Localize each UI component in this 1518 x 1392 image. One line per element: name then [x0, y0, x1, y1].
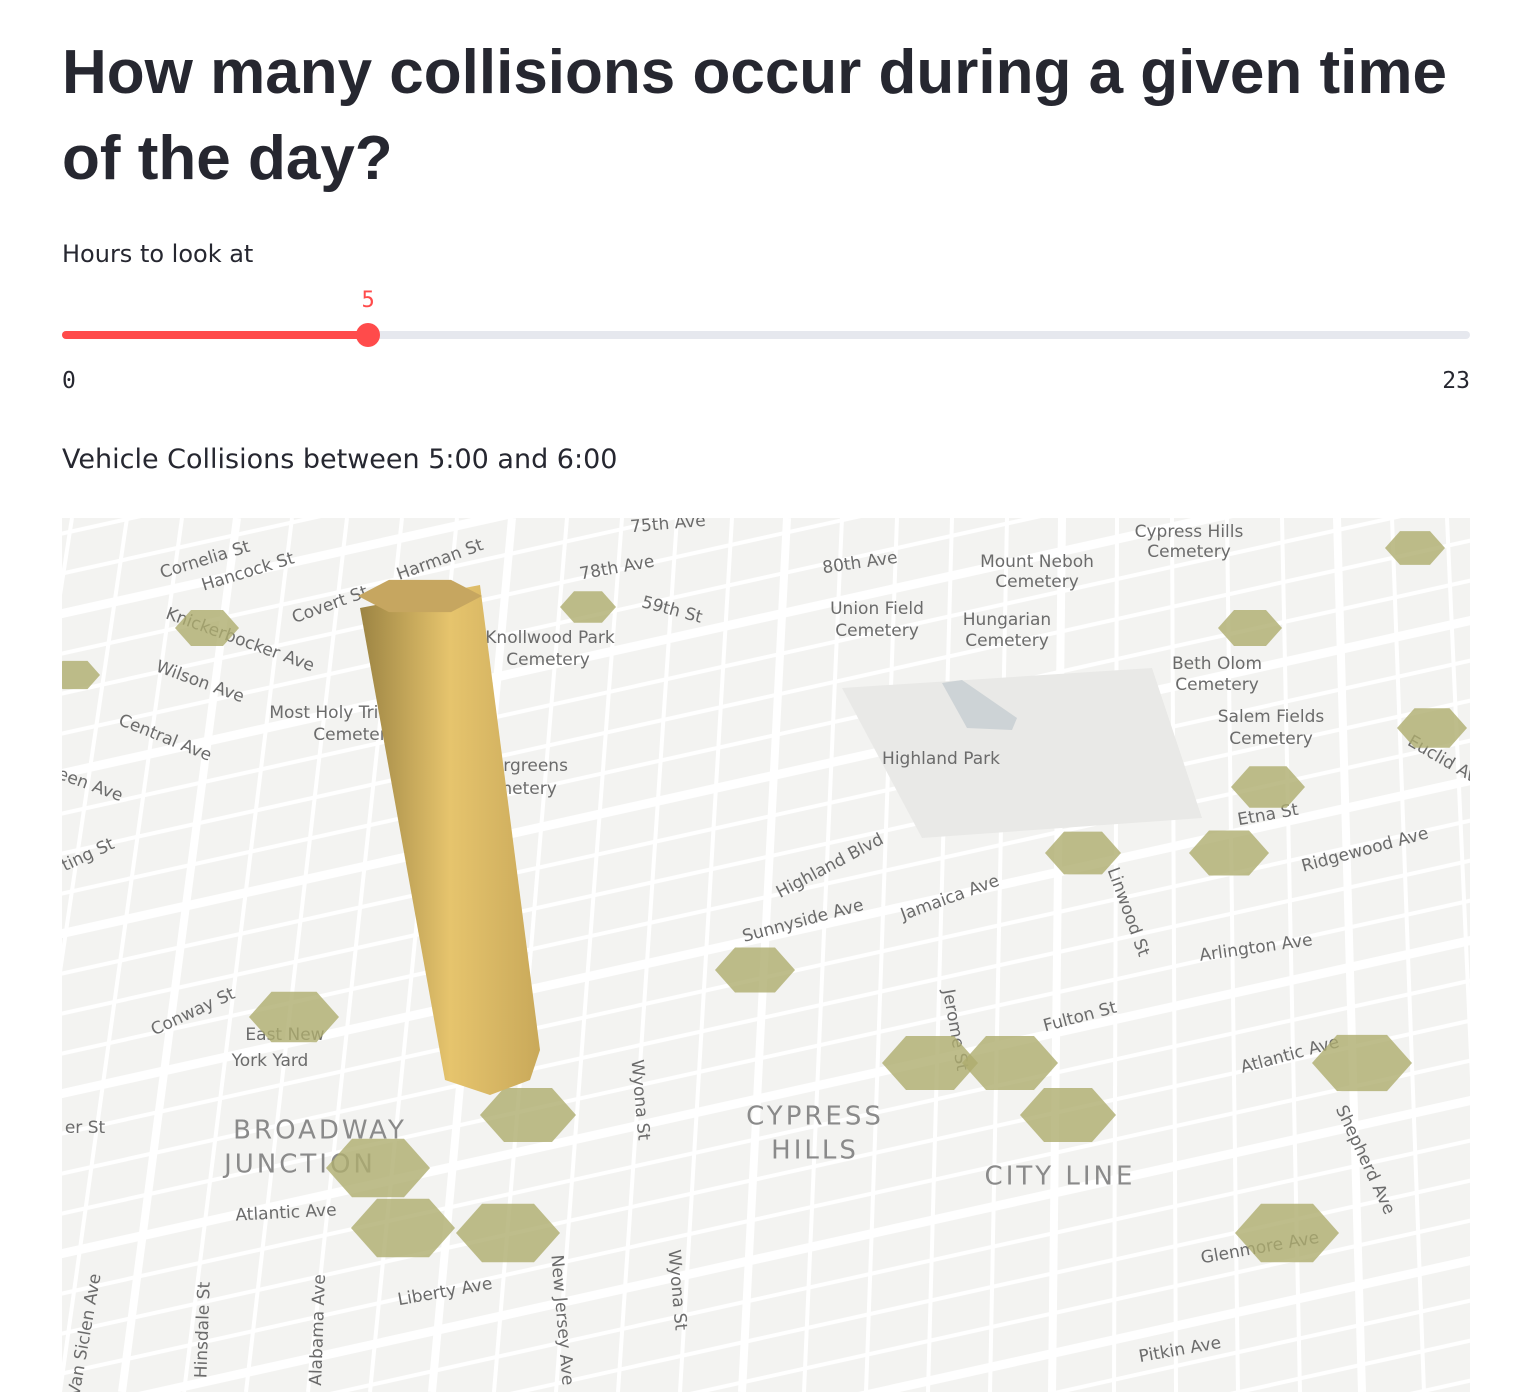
hexagon: [1312, 1034, 1412, 1092]
park: [842, 668, 1202, 838]
slider-label: Hours to look at: [62, 240, 254, 268]
map-label: York Yard: [231, 1051, 309, 1071]
map-label: er St: [65, 1118, 106, 1138]
street: [182, 518, 294, 1392]
street: [509, 1178, 1470, 1392]
street: [62, 518, 1042, 736]
street: [1170, 518, 1178, 1392]
slider-track[interactable]: [62, 323, 1470, 347]
hexagon: [1020, 1088, 1116, 1142]
street: [62, 518, 129, 973]
street: [62, 936, 1470, 1259]
hexagon: [1045, 831, 1121, 875]
street: [1048, 518, 1066, 1392]
hexagon: [326, 1138, 430, 1198]
hexagon: [882, 1036, 978, 1090]
slider-fill: [62, 331, 369, 339]
map-label: Cemetery: [1147, 542, 1231, 562]
street: [329, 1138, 1470, 1392]
column-body: [360, 585, 540, 1095]
map-label: Hungarian: [963, 610, 1051, 630]
map-label: Salem Fields: [1218, 707, 1325, 727]
street: [1333, 518, 1366, 1392]
street: [1445, 518, 1470, 1079]
map-label: Cemetery: [1229, 729, 1313, 749]
street: [864, 518, 899, 1392]
slider-value: 5: [361, 288, 375, 313]
street: [62, 538, 1470, 856]
map-label: Cemetery: [1175, 675, 1259, 695]
hexagon: [1235, 1203, 1339, 1263]
hexagon: [175, 610, 239, 646]
map-label: Cemetery: [313, 725, 397, 745]
street: [554, 518, 624, 1392]
street: [62, 518, 1233, 779]
street: [62, 518, 682, 656]
street: [802, 518, 844, 1392]
hexagon: [962, 1036, 1058, 1090]
map-label: Hinsdale St: [191, 1281, 214, 1378]
hexagon: [1231, 766, 1305, 808]
street: [1225, 518, 1240, 1392]
hexagon: [62, 660, 100, 690]
hexagon: [480, 1088, 576, 1142]
street: [926, 518, 954, 1392]
street: [62, 518, 513, 619]
street: [678, 518, 734, 1392]
map-label: Cemetery: [506, 650, 590, 670]
hexagon: [1218, 610, 1282, 646]
map-label: CYPRESS: [746, 1102, 884, 1132]
map-label: Most Holy Trinity: [269, 703, 410, 723]
street: [118, 518, 241, 1392]
map-label: Cemetery: [965, 631, 1049, 651]
street: [1112, 518, 1119, 1392]
slider-max: 23: [1442, 368, 1470, 394]
street: [138, 1096, 1470, 1392]
street: [62, 578, 1470, 896]
title: How many collisions occur during a given…: [62, 38, 1447, 193]
hexagon: [456, 1203, 560, 1263]
slider-thumb[interactable]: [356, 323, 381, 347]
street: [62, 518, 1402, 816]
map-label: Cemetery: [835, 621, 919, 641]
map-label: Alabama Ave: [306, 1274, 330, 1386]
street: [1390, 518, 1426, 1392]
map-label: Cemetery: [995, 572, 1079, 592]
map-label: HILLS: [771, 1136, 859, 1166]
map-label: Knollwood Park: [485, 628, 615, 648]
hexagon: [715, 947, 795, 993]
hexagon: [1397, 708, 1467, 748]
lake: [942, 680, 1017, 730]
hexagon: [1189, 830, 1269, 876]
map-label: Beth Olom: [1172, 654, 1262, 674]
hexagon: [1385, 531, 1445, 565]
street: [62, 698, 1470, 1016]
street: [689, 1218, 1470, 1392]
slider-min: 0: [62, 368, 76, 394]
street: [62, 978, 1470, 1296]
street: [988, 518, 1009, 1392]
map-label: CITY LINE: [985, 1162, 1136, 1192]
street: [62, 738, 1470, 1056]
street: [62, 658, 1470, 976]
column-top: [358, 579, 482, 613]
subheader: Vehicle Collisions between 5:00 and 6:00: [62, 444, 618, 475]
map-label: Highland Park: [882, 749, 1000, 769]
street: [62, 616, 1470, 939]
hexagon: [249, 991, 339, 1043]
street: [62, 518, 322, 576]
map-label: Cypress Hills: [1135, 522, 1244, 542]
map-label: Union Field: [830, 599, 924, 619]
map-label: Mount Neboh: [980, 552, 1094, 572]
hexagon: [351, 1198, 455, 1258]
hexagon: [560, 591, 616, 623]
street: [244, 518, 349, 1392]
